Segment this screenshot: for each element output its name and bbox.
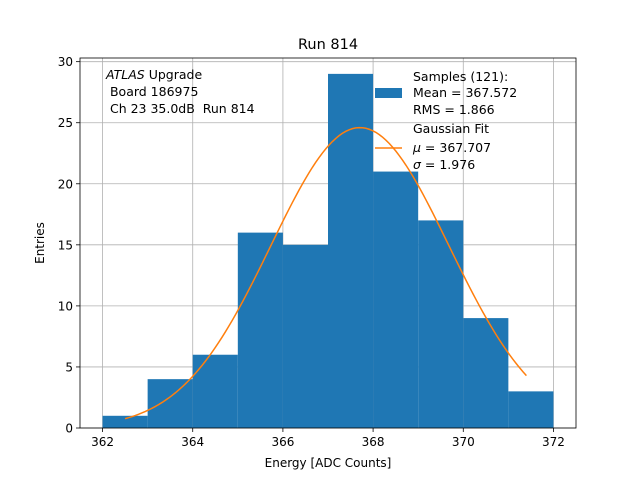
y-tick-label: 10 [58,299,73,313]
legend-samples-swatch [375,88,402,98]
y-tick-label: 15 [58,238,73,252]
legend-samples-title: Samples (121): [413,69,508,84]
histogram-bar [237,232,283,428]
y-tick-label: 25 [58,116,73,130]
y-tick-label: 5 [65,360,73,374]
y-tick-label: 0 [65,422,73,436]
histogram-bar [373,171,419,428]
axis-ticks: 362 364 366 368 370 372 0 5 10 15 20 25 30 [58,55,565,449]
annotation-channel: Ch 23 35.0dB Run 814 [106,101,255,116]
annotation-experiment-line: ATLAS Upgrade [105,67,202,82]
annotation-experiment-suffix: Upgrade [145,67,203,82]
histogram-bar [147,379,193,428]
legend-fit-sigma-symbol: σ [413,157,422,172]
histogram-bar [192,354,238,428]
legend: Samples (121): Mean = 367.572 RMS = 1.86… [375,69,517,172]
legend-samples-rms: RMS = 1.866 [413,102,495,117]
x-tick-label: 364 [181,435,204,449]
histogram-bar [418,220,464,428]
annotation-experiment: ATLAS [105,67,145,82]
histogram-bar [508,391,554,428]
legend-fit-sigma-value: = 1.976 [421,157,475,172]
histogram-bar [328,73,374,429]
legend-fit-sigma: σ = 1.976 [413,157,475,172]
plot-frame [79,57,577,429]
y-tick-label: 20 [58,177,73,191]
y-tick-label: 30 [58,55,73,69]
gaussian-fit-curve [124,126,527,420]
histogram-bars [102,73,554,429]
legend-fit-mu-value: = 367.707 [421,140,491,155]
x-tick-label: 362 [91,435,114,449]
legend-fit-title: Gaussian Fit [413,121,489,136]
histogram-bar [463,318,509,428]
y-axis-label: Entries [33,222,47,264]
annotation-board: Board 186975 [106,84,198,99]
chart-title: Run 814 [298,37,358,53]
x-tick-label: 370 [452,435,475,449]
legend-fit-mu-symbol: μ [412,140,421,155]
legend-fit-mu: μ = 367.707 [412,140,491,155]
histogram-bar [282,244,328,428]
annotation-box: ATLAS Upgrade Board 186975 Ch 23 35.0dB … [105,67,255,116]
x-tick-label: 366 [271,435,294,449]
histogram-bar [102,415,148,428]
x-axis-label: Energy [ADC Counts] [265,456,392,470]
x-tick-label: 372 [542,435,565,449]
legend-samples-mean: Mean = 367.572 [413,85,517,100]
x-tick-label: 368 [362,435,385,449]
